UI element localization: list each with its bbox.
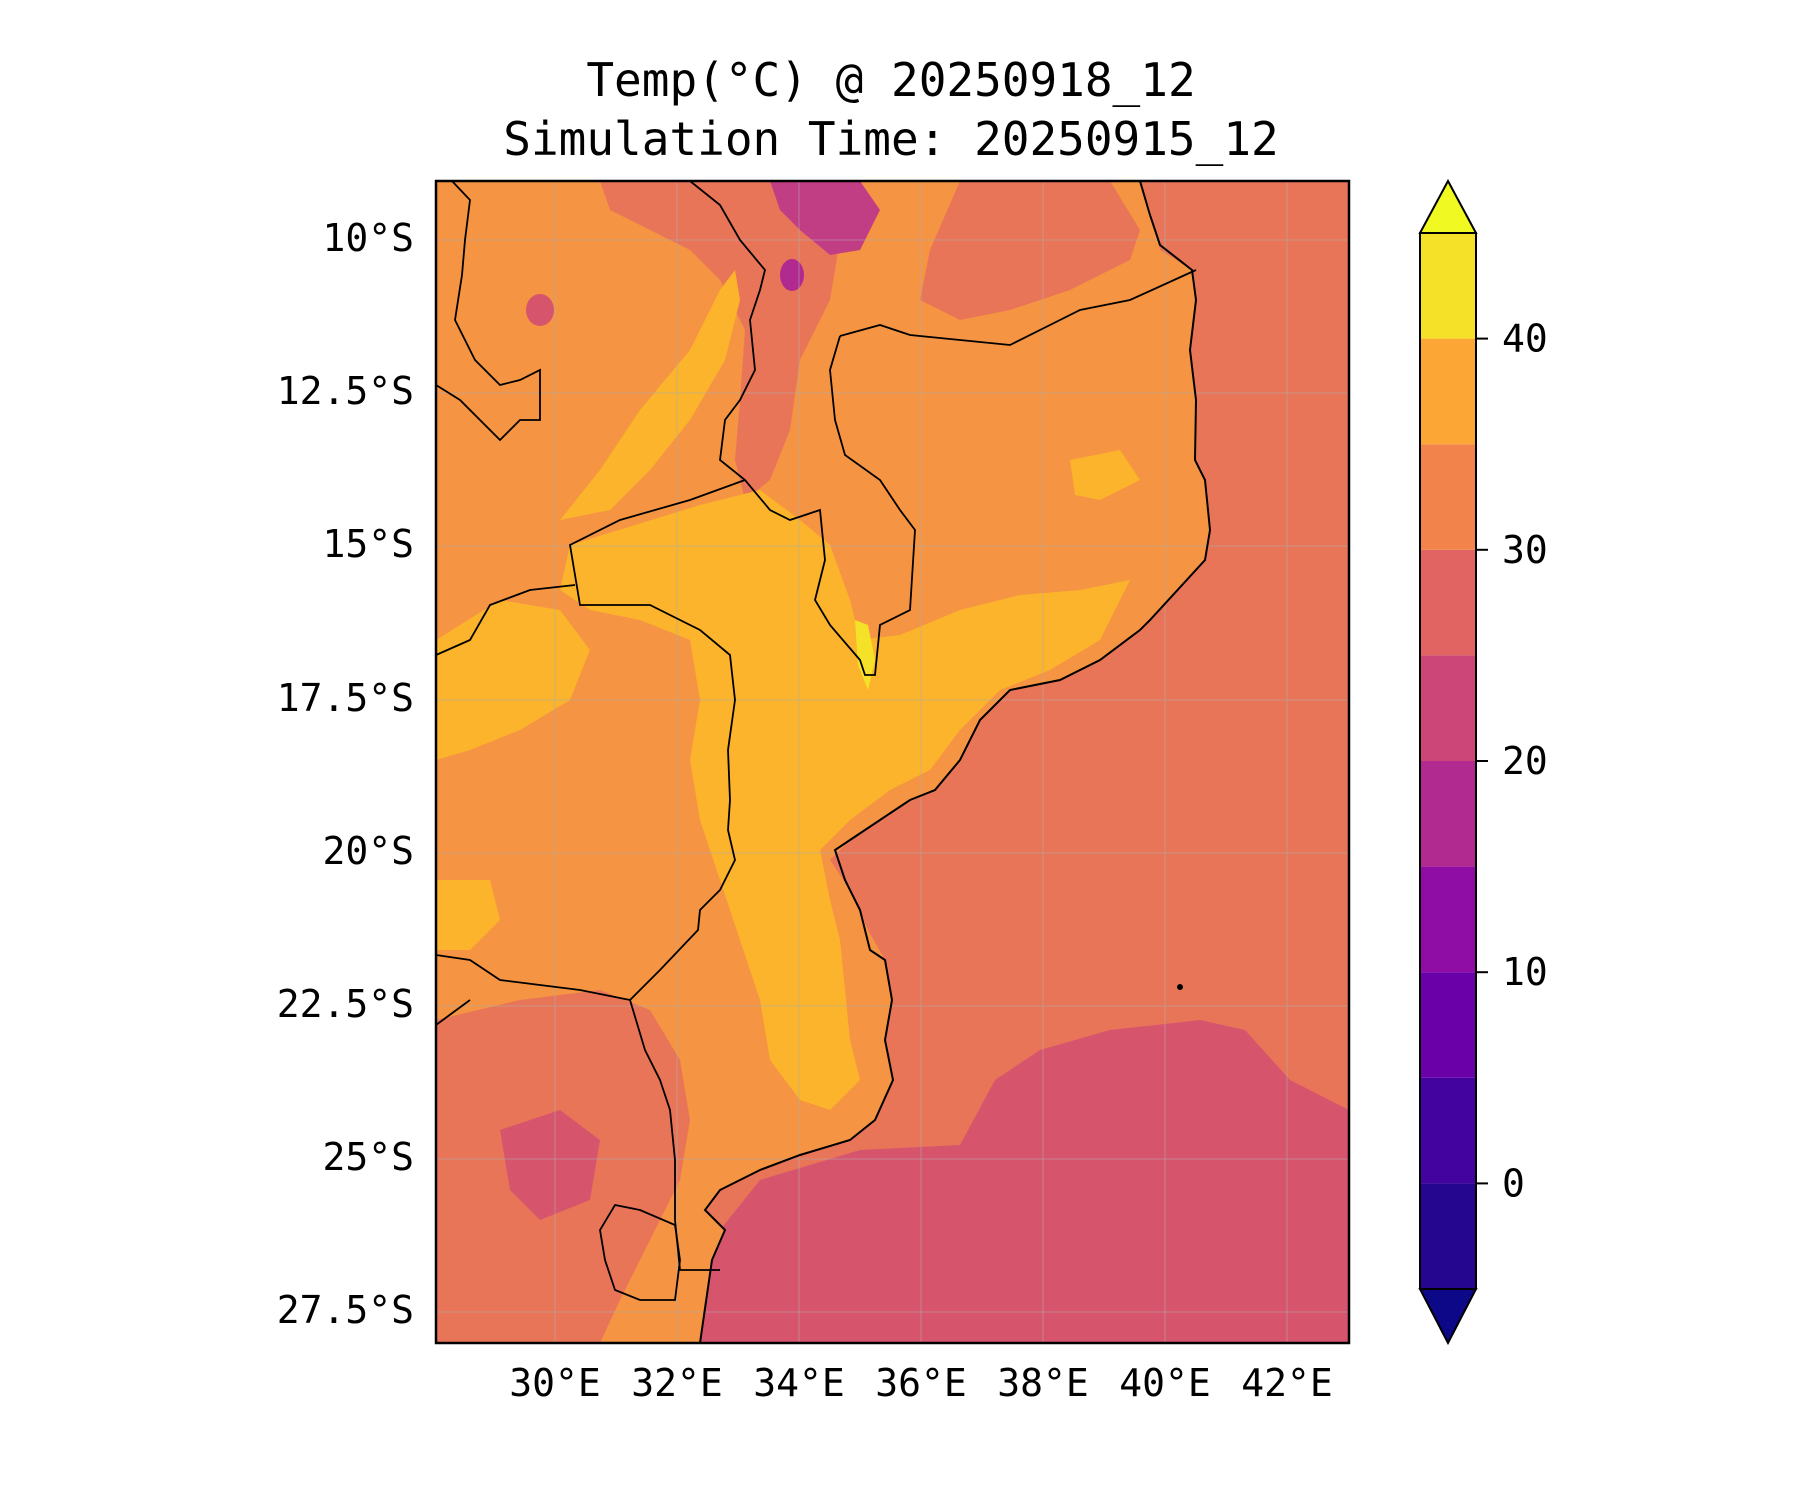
highland-cool-region: [770, 181, 880, 255]
colorbar-tick-label: 10: [1502, 950, 1548, 994]
colorbar-band: [1420, 233, 1476, 339]
colorbar-band: [1420, 444, 1476, 550]
lat-tick-label: 22.5°S: [277, 982, 414, 1026]
lat-tick-label: 12.5°S: [277, 369, 414, 413]
highland-cool-spot: [526, 294, 554, 326]
colorbar-band: [1420, 655, 1476, 761]
lat-tick-label: 15°S: [322, 522, 414, 566]
lat-tick-label: 20°S: [322, 829, 414, 873]
border-south-africa-west: [436, 999, 471, 1026]
lat-tick-label: 17.5°S: [277, 676, 414, 720]
map-area: [436, 181, 1349, 1343]
map-title: Temp(°C) @ 20250918_12: [586, 53, 1195, 107]
lat-tick-label: 10°S: [322, 216, 414, 260]
highland-cool-south: [500, 1110, 600, 1220]
lat-tick-label: 25°S: [322, 1135, 414, 1179]
lon-tick-label: 32°E: [631, 1361, 723, 1405]
border-eswatini: [599, 1203, 681, 1301]
border-zimbabwe-south: [436, 954, 631, 1001]
border-tanzania: [839, 269, 1197, 346]
colorbar-band: [1420, 866, 1476, 973]
colorbar: 0 10 20 30 40: [1418, 178, 1548, 1346]
lon-tick-label: 34°E: [753, 1361, 845, 1405]
lat-ticks: 10°S 12.5°S 15°S 17.5°S 20°S 22.5°S 25°S…: [277, 216, 414, 1332]
colorbar-over-extension: [1418, 178, 1478, 234]
hot-zone-west: [436, 600, 590, 760]
colorbar-tick-label: 0: [1502, 1161, 1525, 1205]
hot-zone-west-south: [436, 880, 500, 950]
hot-zone-north-ridge: [560, 270, 740, 520]
lat-tick-label: 27.5°S: [277, 1288, 414, 1332]
island-marker: [1177, 984, 1183, 990]
country-borders: [436, 181, 1197, 1301]
lon-tick-label: 30°E: [509, 1361, 601, 1405]
colorbar-bands: [1420, 233, 1476, 1289]
colorbar-under-extension: [1418, 1288, 1478, 1346]
map-subtitle: Simulation Time: 20250915_12: [503, 112, 1278, 166]
border-zambia-zimbabwe: [436, 584, 576, 656]
hot-zone-central: [560, 490, 1130, 1110]
colorbar-band: [1420, 1077, 1476, 1184]
ocean-cool-region: [700, 1020, 1349, 1343]
lon-tick-label: 40°E: [1119, 1361, 1211, 1405]
lon-tick-label: 42°E: [1241, 1361, 1333, 1405]
border-zambia-mozambique: [569, 479, 746, 1001]
highland-cold-spot: [780, 259, 804, 291]
colorbar-band: [1420, 338, 1476, 445]
lon-ticks: 30°E 32°E 34°E 36°E 38°E 40°E 42°E: [509, 1361, 1333, 1405]
colorbar-tick-label: 30: [1502, 528, 1548, 572]
colorbar-band: [1420, 549, 1476, 656]
colorbar-tick-label: 40: [1502, 317, 1548, 361]
hot-zone-east: [1070, 450, 1140, 500]
gridlines: [436, 181, 1349, 1343]
colorbar-band: [1420, 972, 1476, 1078]
colorbar-tick-label: 20: [1502, 739, 1548, 783]
colorbar-ticks: 0 10 20 30 40: [1476, 317, 1548, 1205]
border-drc-zambia: [436, 181, 541, 442]
colorbar-band: [1420, 1183, 1476, 1289]
land-mild-north: [600, 181, 840, 500]
map-frame: [434, 179, 1351, 1345]
land-mild-northeast: [920, 181, 1140, 320]
colorbar-band: [1420, 761, 1476, 867]
lon-tick-label: 38°E: [997, 1361, 1089, 1405]
coastline: [699, 181, 1212, 1343]
border-malawi: [689, 181, 916, 676]
lon-tick-label: 36°E: [875, 1361, 967, 1405]
hot-zone-lake-south: [855, 620, 875, 690]
